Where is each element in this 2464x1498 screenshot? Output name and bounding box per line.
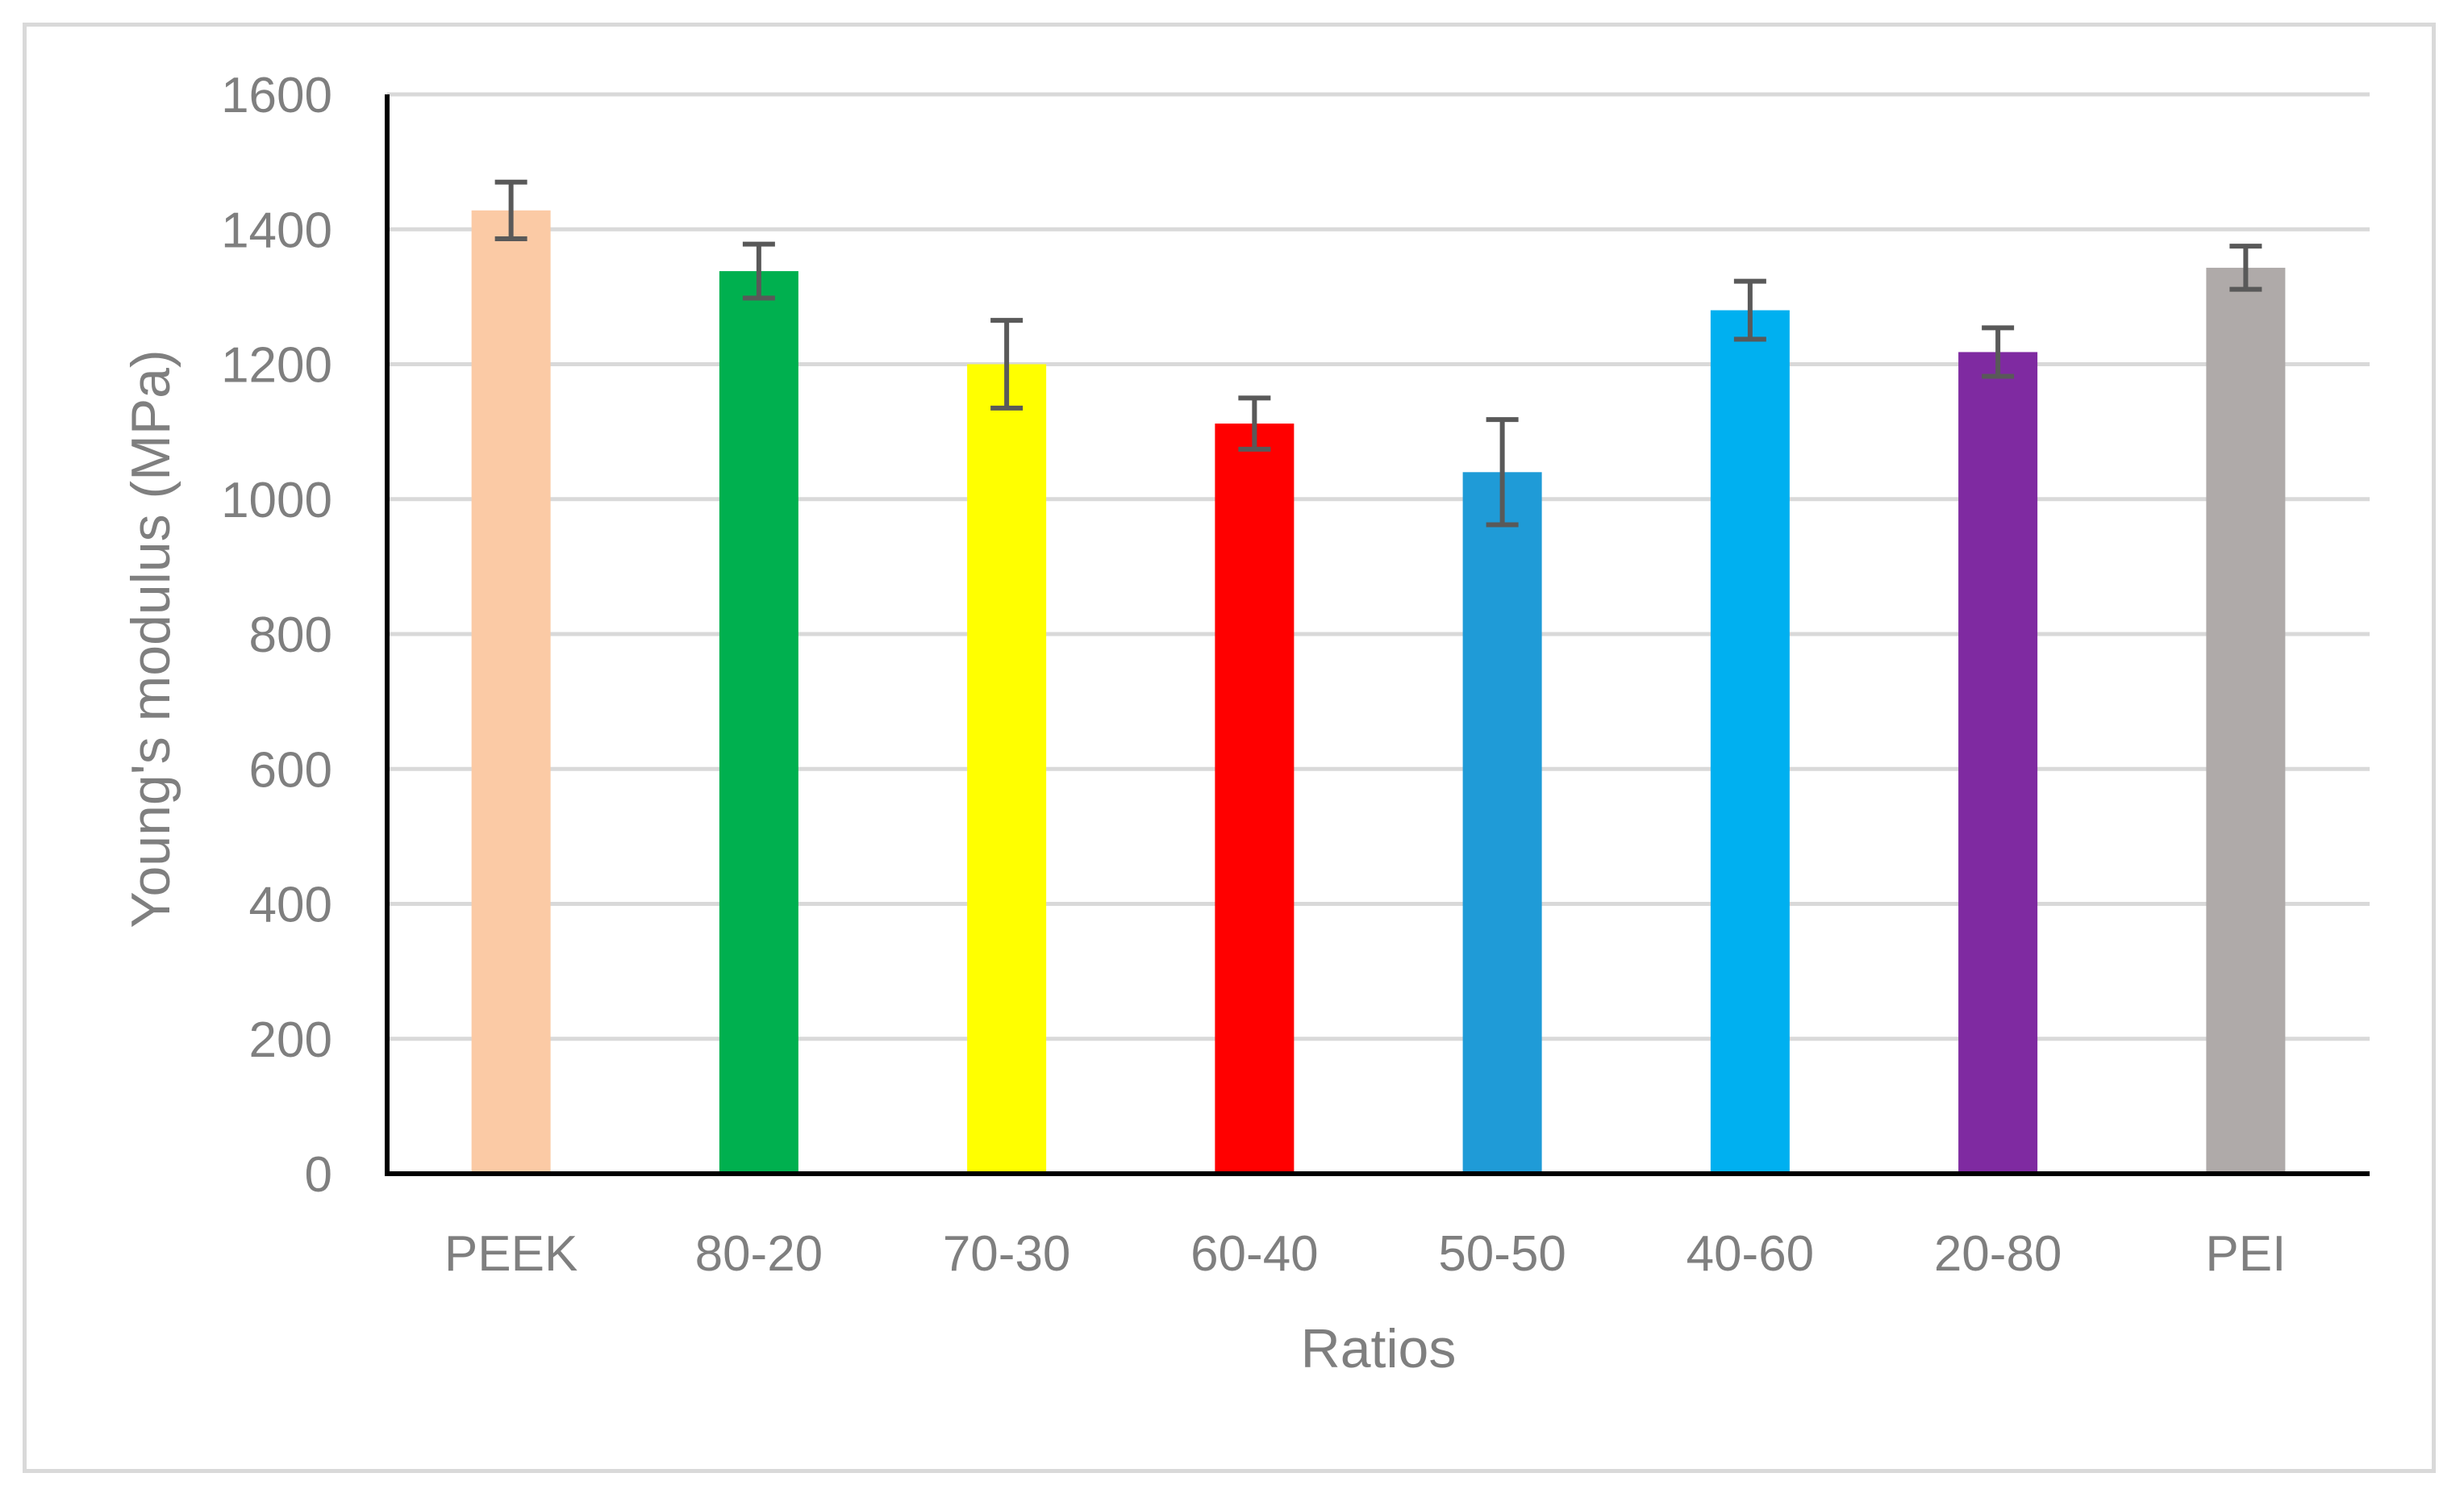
y-tick-label: 800 (249, 607, 332, 663)
error-bar-60-40 (1238, 395, 1271, 452)
gridlines (387, 92, 2370, 1041)
y-tick-label: 1000 (221, 473, 332, 528)
bar-60-40 (1215, 424, 1295, 1174)
y-tick-label: 0 (305, 1147, 332, 1203)
bar-20-80 (1958, 352, 2038, 1174)
x-tick-label: 70-30 (943, 1226, 1071, 1282)
x-tick-label: 20-80 (1934, 1226, 2062, 1282)
error-bar-PEEK (494, 179, 527, 241)
error-bars (494, 179, 2262, 528)
y-tick-label: 600 (249, 742, 332, 798)
error-bar-80-20 (742, 241, 775, 301)
y-tick-label: 200 (249, 1012, 332, 1068)
x-tick-label: PEEK (444, 1226, 577, 1282)
x-tick-label: 80-20 (695, 1226, 823, 1282)
bar-PEEK (471, 210, 551, 1175)
error-bar-40-60 (1733, 278, 1766, 342)
y-axis-title: Young's modulus (MPa) (120, 349, 181, 928)
x-axis-title: Ratios (1301, 1318, 1457, 1379)
error-bar-50-50 (1486, 417, 1519, 528)
bar-80-20 (719, 271, 798, 1174)
axes (385, 94, 2370, 1176)
x-tick-labels: PEEK 80-20 70-30 60-40 50-50 40-60 20-80 PEI (444, 1226, 2286, 1282)
x-tick-label: 50-50 (1438, 1226, 1566, 1282)
y-tick-label: 1400 (221, 202, 332, 258)
bar-40-60 (1710, 310, 1790, 1175)
bars (471, 210, 2286, 1175)
x-tick-label: 60-40 (1190, 1226, 1319, 1282)
error-bar-20-80 (1982, 325, 2015, 379)
bar-PEI (2206, 267, 2286, 1174)
bar-70-30 (967, 364, 1047, 1174)
x-tick-label: PEI (2205, 1226, 2286, 1282)
x-tick-label: 40-60 (1686, 1226, 1815, 1282)
y-tick-label: 400 (249, 878, 332, 933)
bar-50-50 (1462, 472, 1542, 1174)
error-bar-70-30 (990, 318, 1024, 411)
y-tick-labels: 0 200 400 600 800 1000 1200 1400 1600 (221, 68, 332, 1203)
y-tick-label: 1200 (221, 338, 332, 394)
y-tick-label: 1600 (221, 68, 332, 123)
error-bar-PEI (2229, 244, 2262, 292)
